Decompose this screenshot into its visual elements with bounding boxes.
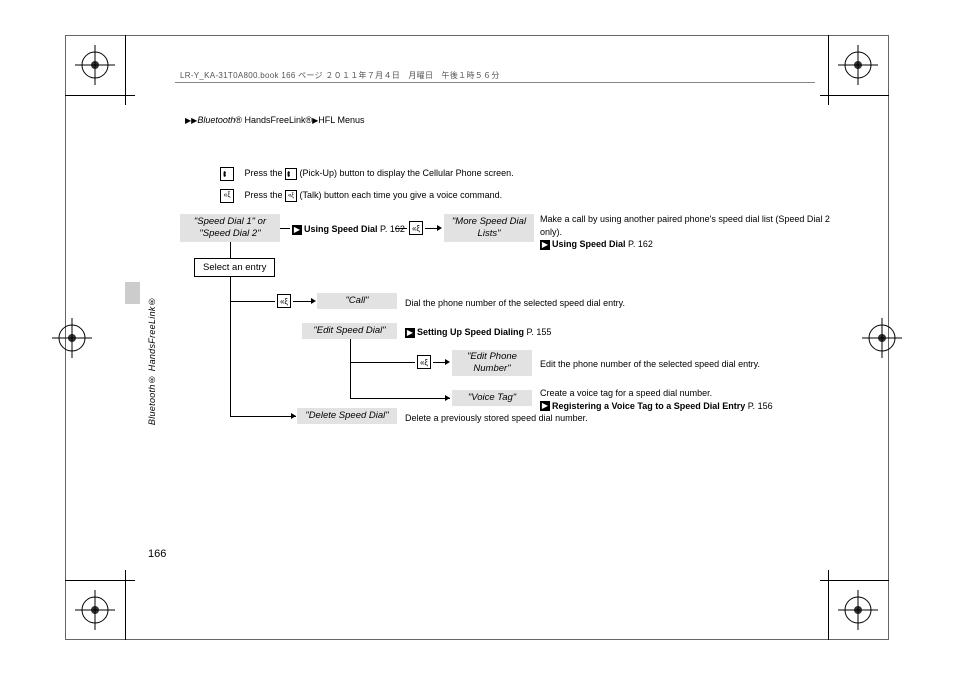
intro-2a: Press the: [244, 190, 285, 200]
connector: [433, 362, 445, 363]
intro-1a: Press the: [244, 168, 285, 178]
page-number: 166: [148, 548, 166, 560]
arrow-icon: [445, 395, 450, 401]
crop-mark-br: [838, 590, 878, 630]
node-edit-phone: "Edit Phone Number": [452, 350, 532, 376]
breadcrumb-part3: HFL Menus: [318, 115, 364, 125]
intro-row-2: «ξ Press the «ξ (Talk) button each time …: [220, 187, 502, 205]
crop-mark-bl: [75, 590, 115, 630]
side-tab: [125, 282, 140, 304]
node-more-lists: "More Speed Dial Lists": [444, 214, 534, 242]
crop-line: [125, 570, 126, 640]
crop-line: [828, 570, 829, 640]
connector: [230, 276, 231, 416]
connector: [280, 228, 290, 229]
connector: [350, 339, 351, 399]
connector: [350, 362, 415, 363]
link-icon: ▶: [540, 240, 550, 250]
intro-2b: (Talk) button each time you give a voice…: [300, 190, 503, 200]
crop-line: [125, 35, 126, 105]
connector: [425, 228, 437, 229]
desc-call: Dial the phone number of the selected sp…: [405, 297, 625, 310]
talk-icon-flow: «ξ: [277, 294, 291, 308]
arrow-icon: [437, 225, 442, 231]
desc-delete: Delete a previously stored speed dial nu…: [405, 412, 588, 425]
desc-using-speed-dial: ▶Using Speed Dial P. 162: [292, 223, 405, 236]
arrow-icon: [445, 359, 450, 365]
crop-line: [820, 580, 889, 581]
node-select-entry: Select an entry: [194, 258, 275, 277]
arrow-icon: [311, 298, 316, 304]
node-speed-dial: "Speed Dial 1" or "Speed Dial 2": [180, 214, 280, 242]
node-call: "Call": [317, 293, 397, 309]
breadcrumb-part1: Bluetooth: [197, 115, 235, 125]
node-edit-speed-dial: "Edit Speed Dial": [302, 323, 397, 339]
connector: [395, 228, 407, 229]
desc-edit-speed-dial: ▶Setting Up Speed Dialing P. 155: [405, 326, 551, 339]
crop-line: [828, 35, 829, 105]
node-voice-tag: "Voice Tag": [452, 390, 532, 406]
pickup-icon-inline: [285, 168, 297, 180]
crop-mark-ml: [52, 318, 92, 358]
talk-icon-inline: «ξ: [285, 190, 297, 202]
header-underline: [175, 82, 815, 83]
link-icon: ▶: [292, 225, 302, 235]
talk-icon: «ξ: [220, 189, 234, 203]
connector: [350, 398, 450, 399]
desc-edit-phone: Edit the phone number of the selected sp…: [540, 358, 760, 371]
intro-row-1: Press the (Pick-Up) button to display th…: [220, 165, 514, 183]
connector: [230, 416, 296, 417]
crop-line: [820, 95, 889, 96]
arrow-icon: [291, 413, 296, 419]
crop-mark-tr: [838, 45, 878, 85]
pickup-icon: [220, 167, 234, 181]
side-label: Bluetooth® HandsFreeLink®: [147, 296, 157, 425]
intro-1b: (Pick-Up) button to display the Cellular…: [300, 168, 514, 178]
link-icon: ▶: [405, 328, 415, 338]
talk-icon-flow: «ξ: [417, 355, 431, 369]
connector: [230, 242, 231, 258]
desc-voice-tag: Create a voice tag for a speed dial numb…: [540, 387, 860, 412]
crop-mark-tl: [75, 45, 115, 85]
connector: [293, 301, 311, 302]
desc-more-lists: Make a call by using another paired phon…: [540, 213, 840, 251]
connector: [230, 301, 275, 302]
link-icon: ▶: [540, 401, 550, 411]
header-meta: LR-Y_KA-31T0A800.book 166 ページ ２０１１年７月４日 …: [180, 70, 500, 81]
node-delete-speed-dial: "Delete Speed Dial": [297, 408, 397, 424]
breadcrumb: ▶▶Bluetooth® HandsFreeLink®▶HFL Menus: [185, 115, 364, 125]
flow-diagram: "Speed Dial 1" or "Speed Dial 2" ▶Using …: [180, 210, 880, 470]
breadcrumb-part2: ® HandsFreeLink®: [235, 115, 312, 125]
talk-icon-flow: «ξ: [409, 221, 423, 235]
